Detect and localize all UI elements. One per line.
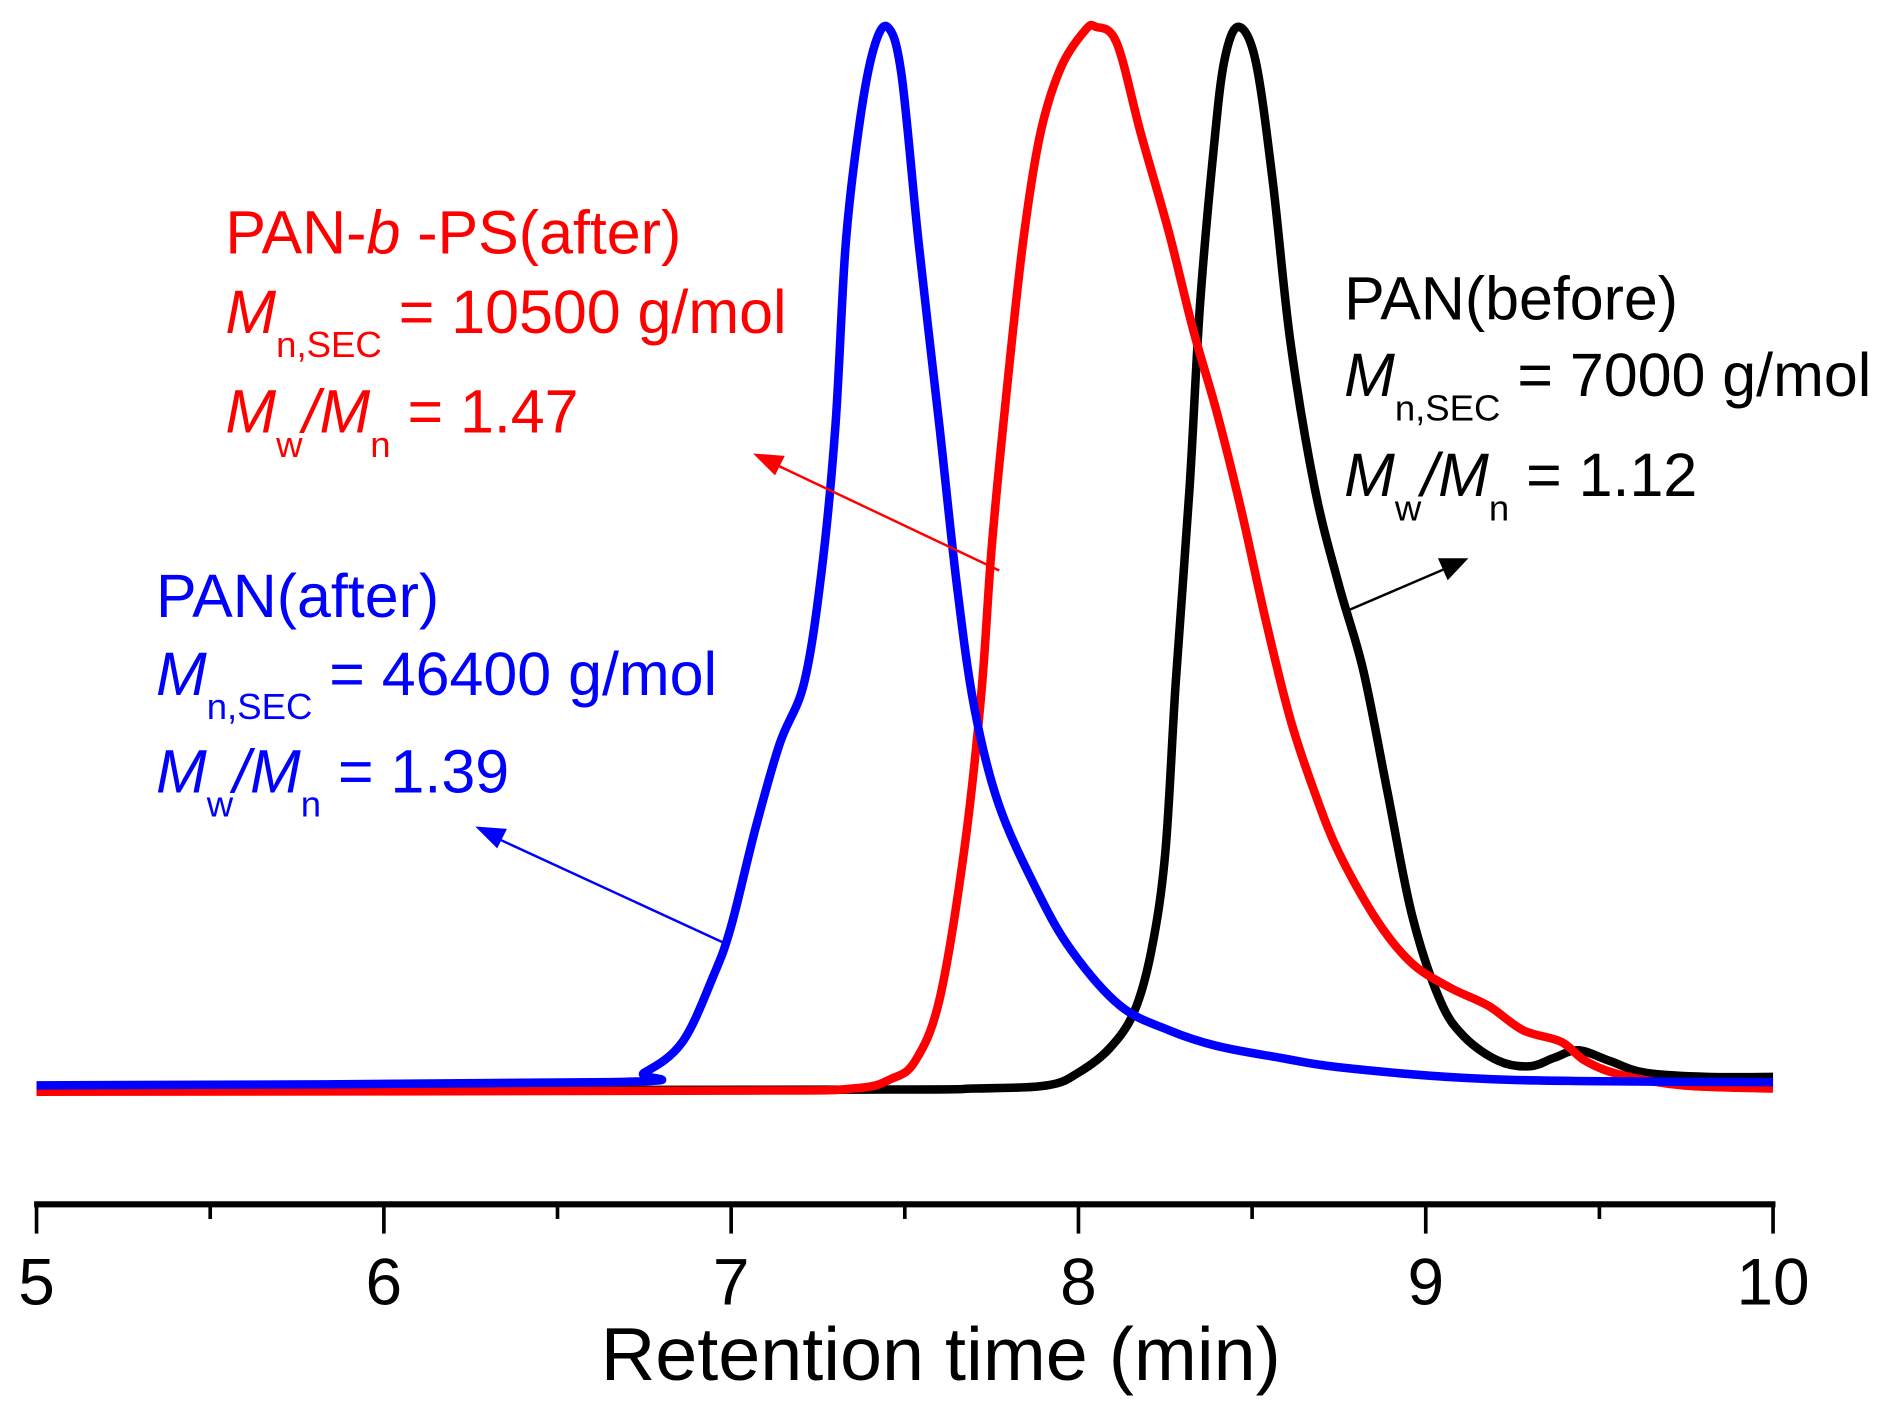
- annotation-arrow-black: [1349, 558, 1469, 611]
- label-mn: Mn,SEC = 46400 g/mol: [156, 640, 717, 727]
- x-tick-label: 7: [713, 1244, 750, 1318]
- label-pdi: Mw/Mn = 1.39: [156, 737, 509, 824]
- x-tick-label: 5: [18, 1244, 55, 1318]
- x-tick-label: 9: [1407, 1244, 1444, 1318]
- series-layer: [36, 20, 1774, 1096]
- annotation-pan-b-ps: PAN-b -PS(after) Mn,SEC = 10500 g/mol Mw…: [225, 199, 786, 466]
- series-line-pan-after: [36, 21, 1774, 1090]
- series-line-pan-before: [36, 22, 1774, 1095]
- x-axis-ticks: [34, 1204, 1775, 1234]
- x-tick-label: 8: [1060, 1244, 1097, 1318]
- x-tick-label: 6: [366, 1244, 403, 1318]
- annotation-pan-before: PAN(before) Mn,SEC = 7000 g/mol Mw/Mn = …: [1344, 264, 1871, 528]
- x-axis-title: Retention time (min): [601, 1313, 1281, 1397]
- label-title: PAN(before): [1344, 264, 1678, 332]
- annotation-arrow-red: [753, 453, 1000, 572]
- annotation-arrow-blue: [475, 826, 724, 944]
- label-pdi: Mw/Mn = 1.12: [1344, 441, 1697, 528]
- label-title: PAN-b -PS(after): [225, 199, 681, 267]
- x-tick-label: 10: [1736, 1244, 1809, 1318]
- annotation-pan-after: PAN(after) Mn,SEC = 46400 g/mol Mw/Mn = …: [156, 562, 717, 825]
- label-title: PAN(after): [156, 562, 439, 630]
- label-mn: Mn,SEC = 7000 g/mol: [1344, 341, 1871, 428]
- series-line-pan-b-ps-after: [36, 20, 1774, 1096]
- label-pdi: Mw/Mn = 1.47: [225, 378, 578, 465]
- label-mn: Mn,SEC = 10500 g/mol: [225, 278, 786, 365]
